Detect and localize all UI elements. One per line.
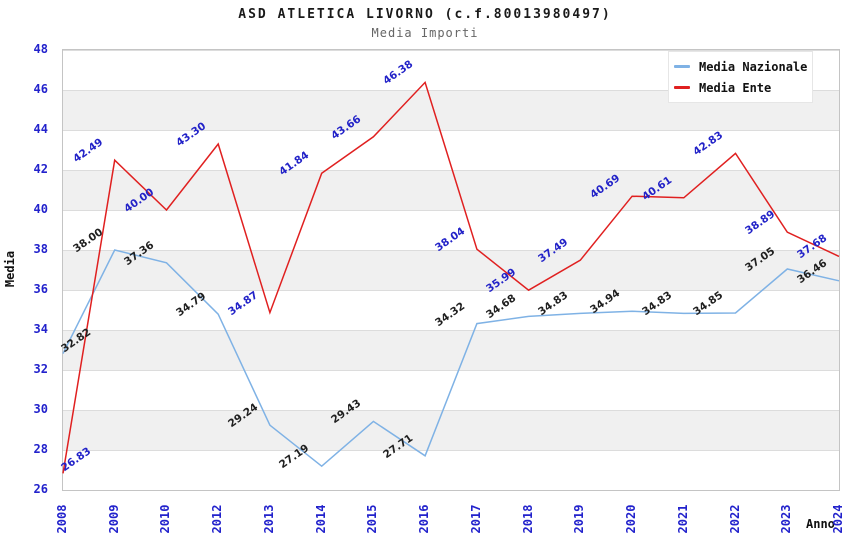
series-lines-svg [62,80,840,474]
legend: Media Nazionale Media Ente [668,51,813,103]
series-line-media-nazionale [62,249,840,468]
y-tick-label: 42 [33,162,48,176]
legend-label-media-ente: Media Ente [699,80,772,95]
x-axis-title: Anno [806,517,835,531]
x-tick-label: 2019 [572,504,587,534]
x-tick-label: 2020 [624,504,639,534]
x-tick-label: 2012 [210,504,225,534]
chart-title: ASD ATLETICA LIVORNO (c.f.80013980497) [238,7,612,22]
y-tick-label: 38 [33,242,48,256]
y-tick-label: 48 [33,42,48,56]
x-tick-label: 2017 [468,504,483,534]
series-line-media-ente [62,80,840,474]
x-tick-label: 2018 [520,504,535,534]
y-tick-label: 40 [33,202,48,216]
y-tick-label: 46 [33,82,48,96]
x-tick-label: 2024 [831,504,845,534]
x-tick-label: 2022 [727,504,742,534]
x-tick-label: 2014 [313,504,328,534]
y-tick-label: 28 [33,442,48,456]
x-tick-label: 2009 [106,504,121,534]
x-tick-label: 2016 [417,504,432,534]
x-tick-label: 2023 [779,504,794,534]
y-tick-label: 44 [33,122,48,136]
legend-item-media-nazionale: Media Nazionale [674,60,812,74]
media-ente-line-swatch-icon [674,86,690,89]
y-tick-label: 34 [33,322,48,336]
y-tick-label: 30 [33,402,48,416]
x-tick-label: 2021 [675,504,690,534]
x-tick-label: 2015 [365,504,380,534]
x-tick-label: 2008 [55,504,69,534]
media-nazionale-line-swatch-icon [674,65,690,68]
chart-subtitle: Media Importi [371,26,479,40]
y-tick-label: 32 [33,362,48,376]
x-tick-label: 2010 [158,504,173,534]
legend-label-media-nazionale: Media Nazionale [699,59,808,74]
y-tick-label: 26 [33,482,48,496]
y-tick-label: 36 [33,282,48,296]
plot-area: 32.82 38.00 37.36 34.79 29.24 27.19 29.43 27.71… [59,49,840,491]
legend-item-media-ente: Media Ente [674,81,812,95]
x-tick-label: 2013 [261,504,276,534]
